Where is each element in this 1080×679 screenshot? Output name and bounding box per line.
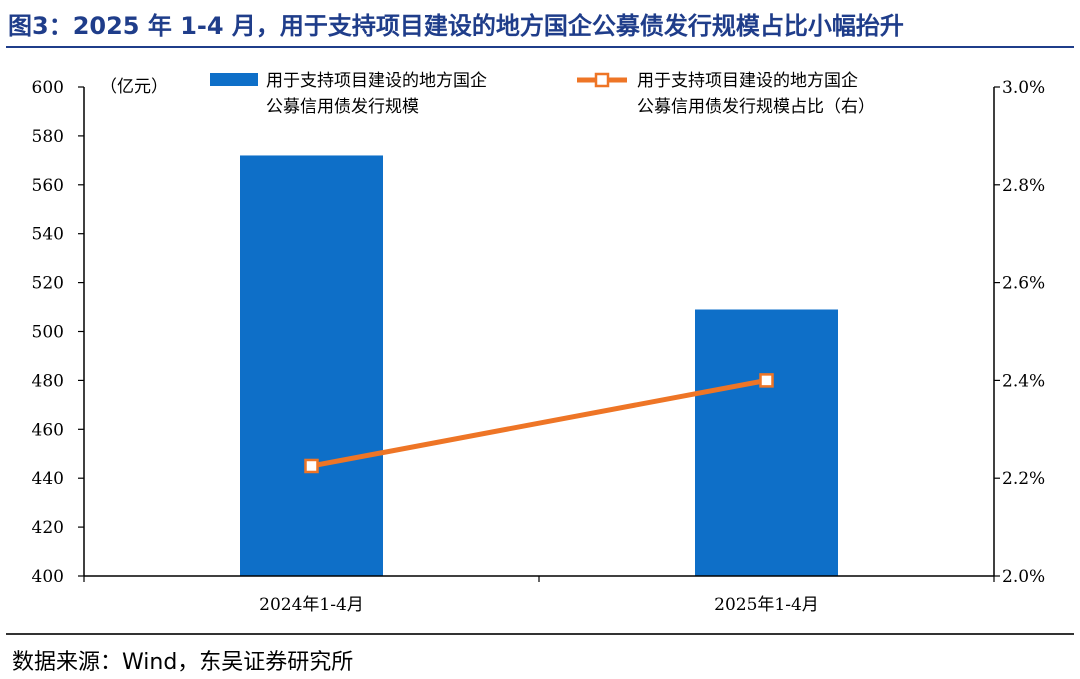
y-left-tick-label: 440 <box>32 469 64 489</box>
y-left-tick-label: 520 <box>32 274 64 294</box>
x-tick-label: 2024年1-4月 <box>259 595 364 615</box>
chart-title: 图3：2025 年 1-4 月，用于支持项目建设的地方国企公募债发行规模占比小幅… <box>8 12 904 40</box>
y-left-tick-label: 420 <box>32 518 64 538</box>
y-right-tick-label: 3.0% <box>1002 78 1045 98</box>
y-left-unit-label: （亿元） <box>100 77 168 97</box>
chart-svg: 400 420 440 460 480 500 520 540 560 580 600 2.0% 2.2… <box>32 71 1046 615</box>
source-note: 数据来源：Wind，东吴证券研究所 <box>12 650 354 675</box>
y-left-tick-label: 580 <box>32 127 64 147</box>
x-tick-label: 2025年1-4月 <box>714 595 819 615</box>
y-left-tick-label: 600 <box>32 78 64 98</box>
y-right-tick-label: 2.8% <box>1002 176 1045 196</box>
y-right-tick-label: 2.0% <box>1002 567 1045 587</box>
line-marker-2 <box>759 373 774 388</box>
line-series <box>311 377 767 469</box>
legend-label-line: 用于支持项目建设的地方国企 <box>637 71 858 91</box>
y-right-tick-label: 2.2% <box>1002 469 1045 489</box>
legend-swatch-bar <box>210 73 258 86</box>
bar-2 <box>695 309 838 576</box>
y-left-tick-label: 460 <box>32 420 64 440</box>
y-left-tick-label: 500 <box>32 323 64 343</box>
y-left-tick-label: 560 <box>32 176 64 196</box>
y-right-tick-label: 2.4% <box>1002 371 1045 391</box>
legend-label-bar: 用于支持项目建设的地方国企 <box>266 71 487 91</box>
legend-label-line: 公募信用债发行规模占比（右） <box>637 97 875 117</box>
y-left-tick-label: 400 <box>32 567 64 587</box>
y-left-tick-label: 540 <box>32 225 64 245</box>
title-divider <box>6 46 1074 48</box>
line-marker-1 <box>304 458 319 474</box>
y-right-tick-label: 2.6% <box>1002 274 1045 294</box>
y-left-tick-label: 480 <box>32 371 64 391</box>
source-divider <box>6 633 1074 635</box>
bar-1 <box>240 155 383 576</box>
legend-marker-line <box>594 72 610 88</box>
legend-label-bar: 公募信用债发行规模 <box>266 97 419 117</box>
